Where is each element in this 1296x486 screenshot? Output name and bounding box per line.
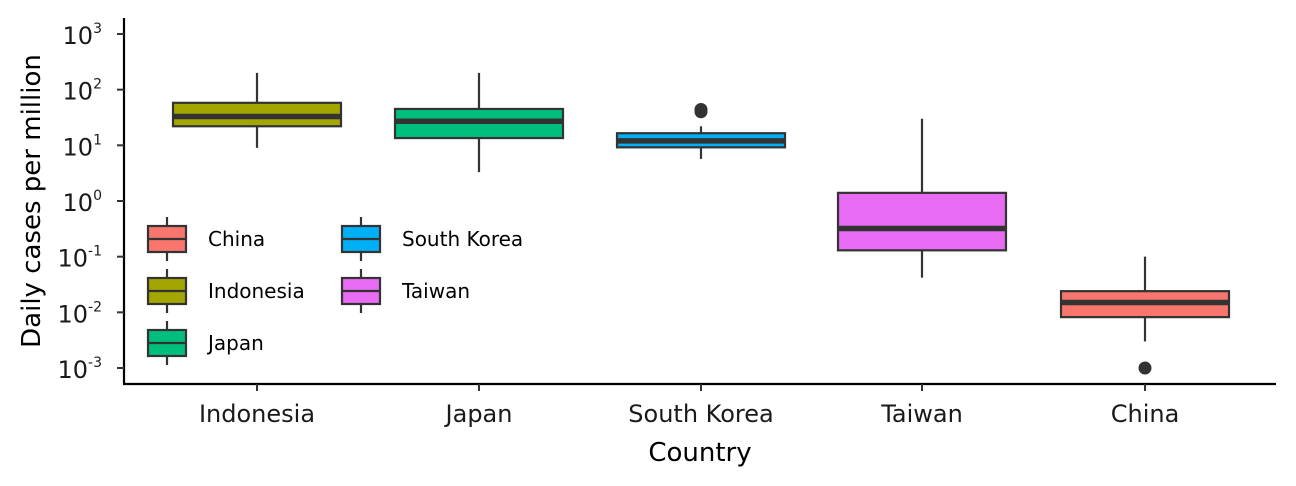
x-tick-label: China: [1111, 400, 1180, 428]
outlier-point: [694, 102, 708, 116]
legend-label: South Korea: [402, 227, 523, 251]
box-china: [1059, 256, 1231, 375]
box-taiwan: [836, 118, 1008, 278]
x-tick-label: South Korea: [628, 400, 773, 428]
box-japan: [393, 72, 565, 173]
y-axis: 10-3 10-2 10-1 100 101 102 103: [57, 18, 126, 384]
legend: China Indonesia Japan South Korea Taiwan: [146, 217, 523, 365]
legend-item-south-korea: South Korea: [340, 217, 523, 261]
outlier-point: [1138, 361, 1152, 375]
y-axis-title: Daily cases per million: [17, 54, 47, 348]
x-axis: Indonesia Japan South Korea Taiwan China: [123, 382, 1276, 428]
y-tick-label: 100: [63, 188, 102, 217]
y-tick-label: 10-3: [57, 355, 102, 384]
x-tick-label: Indonesia: [199, 400, 315, 428]
legend-label: Indonesia: [208, 279, 305, 303]
y-tick-label: 102: [63, 77, 102, 106]
box-iqr: [836, 191, 1008, 252]
box-indonesia: [171, 72, 343, 148]
legend-item-china: China: [146, 217, 265, 261]
x-axis-title: Country: [648, 438, 751, 468]
legend-label: China: [208, 227, 265, 251]
legend-item-indonesia: Indonesia: [146, 269, 305, 313]
legend-label: Japan: [206, 331, 264, 355]
x-tick-label: Japan: [444, 400, 513, 428]
legend-item-taiwan: Taiwan: [340, 269, 470, 313]
legend-item-japan: Japan: [146, 321, 264, 365]
legend-label: Taiwan: [401, 279, 470, 303]
y-tick-label: 103: [63, 21, 102, 50]
boxes-layer: [171, 72, 1231, 375]
y-tick-label: 10-1: [57, 244, 102, 273]
y-tick-label: 101: [63, 132, 102, 161]
y-tick-label: 10-2: [57, 299, 102, 328]
box-south-korea: [615, 102, 787, 159]
x-tick-label: Taiwan: [880, 400, 963, 428]
